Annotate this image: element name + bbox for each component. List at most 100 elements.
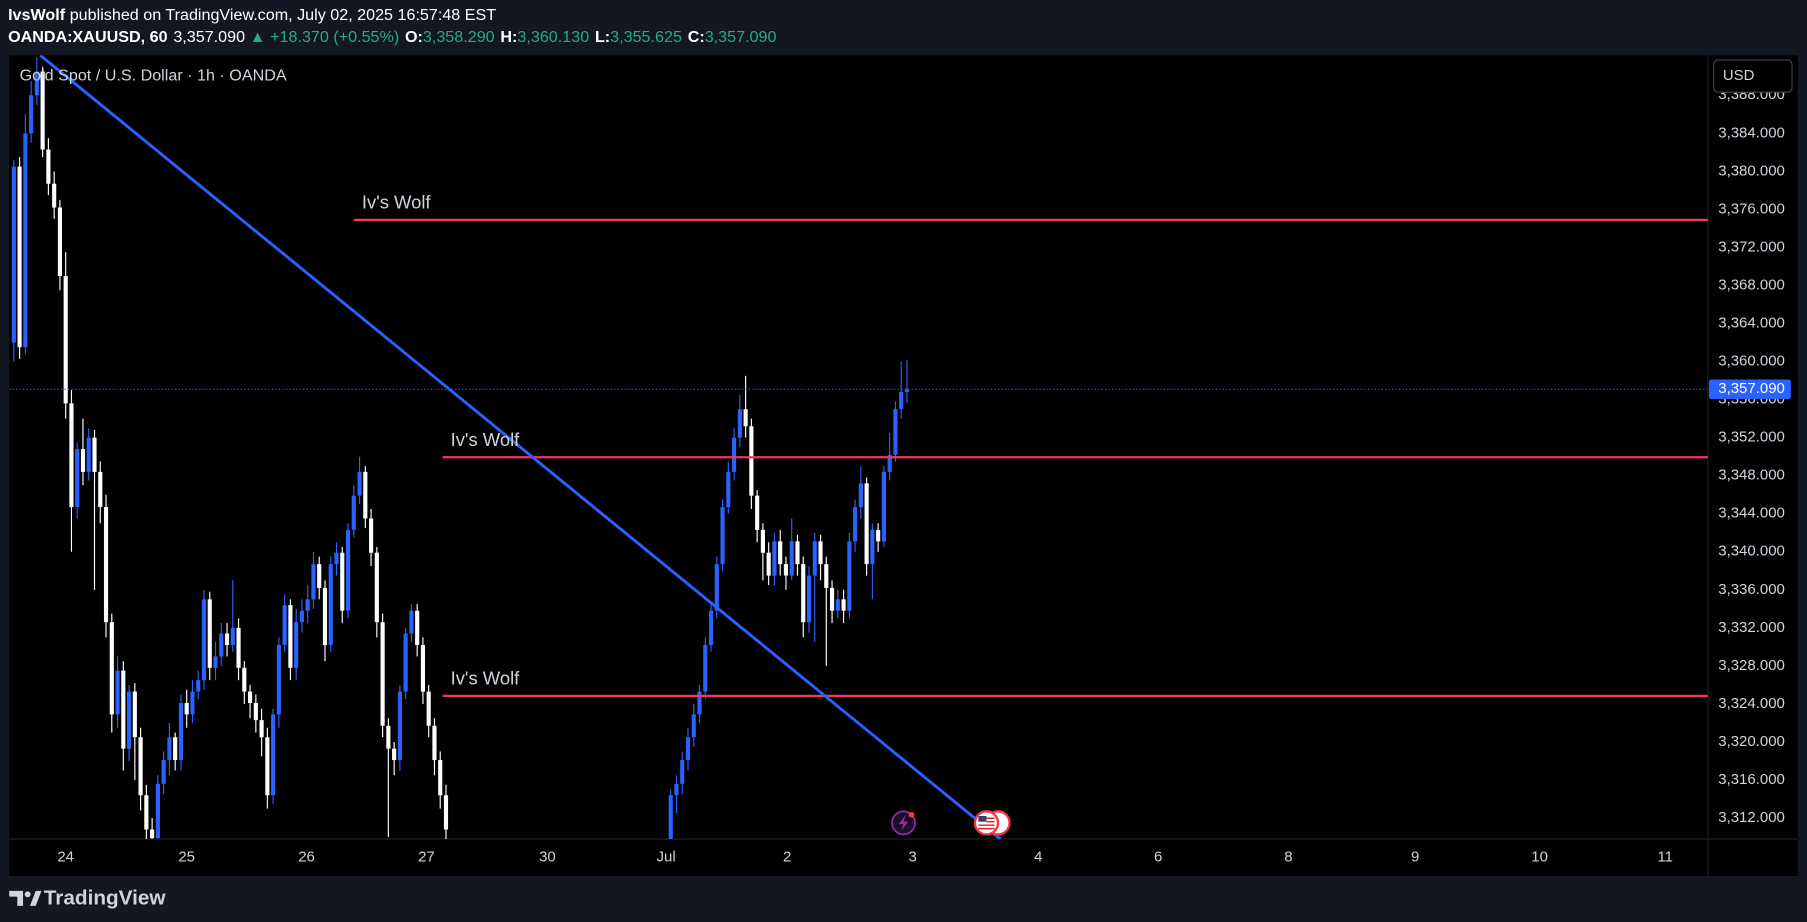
candle-body [755,495,760,530]
candle-body [443,795,449,830]
published-info: published on TradingView.com, July 02, 2… [70,6,497,24]
candle-body [253,702,258,721]
plot-area [9,55,1708,839]
y-tick-label: 3,348.000 [1718,467,1785,484]
candle-body [432,725,437,761]
candle-body [340,552,345,611]
candle-body [374,552,379,623]
candle-body [46,149,51,184]
currency-label[interactable]: USD [1723,67,1755,84]
candle-body [294,622,299,668]
candle-body [899,392,904,410]
ohlc-value: 3,360.130 [517,28,589,46]
y-tick-label: 3,364.000 [1718,314,1785,331]
candle-body [150,829,155,839]
candle-body [409,610,414,634]
candle-body [426,691,431,726]
candle-body [196,680,201,692]
candle-body [242,667,247,692]
y-tick-label: 3,360.000 [1718,353,1785,370]
candle-body [881,471,886,542]
candle-body [184,702,189,715]
candle-body [858,483,863,508]
trend-line [39,55,1002,839]
change: ▲ +18.370 (+0.55%) [250,28,400,46]
ohlc-label: C: [688,28,705,46]
y-tick-label: 3,316.000 [1718,771,1785,788]
candle-body [259,720,264,738]
candle-body [155,783,160,839]
candle-body [173,737,178,761]
last-price-box [1709,379,1791,400]
candle-body [708,610,714,645]
x-tick-label: 26 [298,848,315,865]
chart-panel [9,55,1798,876]
candle-body [904,389,910,393]
currency-button[interactable] [1713,59,1793,93]
candle-body [299,610,305,623]
candle-body [743,409,748,427]
candle-body [685,737,691,761]
candle-body [29,95,34,134]
candle-body [34,71,39,96]
symbol: OANDA:XAUUSD, 60 [8,28,168,46]
candle-body [121,670,126,749]
x-tick-label: 10 [1531,848,1548,865]
candle-body [760,529,765,553]
candle-body [363,471,368,519]
candle-body [357,471,362,496]
candle-body [887,454,892,472]
candle-body [789,541,794,576]
ohlc-value: 3,357.090 [705,28,777,46]
level-label: Iv's Wolf [451,668,521,689]
candle-body [276,644,281,715]
candle-body [236,627,241,668]
candle-body [783,564,789,576]
candle-body [795,541,800,565]
y-tick-label: 3,320.000 [1718,733,1785,750]
candle-body [403,633,408,692]
y-tick-label: 3,332.000 [1718,619,1785,636]
candle-body [161,760,166,784]
candle-body [824,564,829,588]
candle-body [224,633,230,645]
candle-body [288,605,293,668]
candle-body [115,670,120,715]
event-bolt [898,814,909,831]
y-tick-label: 3,328.000 [1718,657,1785,674]
y-tick-label: 3,340.000 [1718,543,1785,560]
y-tick-label: 3,312.000 [1718,809,1785,826]
candle-body [144,795,149,830]
x-tick-label: 8 [1284,848,1292,865]
candle-body [697,691,702,715]
candle-body [691,714,696,738]
x-tick-label: 11 [1657,848,1673,865]
candle-body [369,518,374,553]
candle-body [138,737,143,796]
candle-body [772,541,777,576]
candle-body [126,691,132,749]
x-tick-label: 6 [1154,848,1162,865]
brand-name: TradingView [44,886,167,909]
event-icons [891,810,1011,836]
candle-body [674,783,679,796]
candle-body [334,552,339,565]
candle-body [207,599,212,668]
candle-body [40,71,45,150]
flag-icon[interactable] [973,810,1000,836]
logo-dot [24,891,31,898]
y-tick-label: 3,384.000 [1718,124,1785,141]
candle-body [351,495,356,530]
x-tick-label: 24 [57,848,74,865]
candle-body [415,610,420,645]
candle-body [103,507,109,623]
flag-stripes [978,817,995,830]
publisher: IvsWolf [8,6,66,24]
x-tick-label: 30 [539,848,556,865]
quote-line: OANDA:XAUUSD, 60 3,357.090 ▲ +18.370 (+0.5… [8,28,776,46]
level-label: Iv's Wolf [451,429,521,450]
x-tick-label: 27 [418,848,435,865]
candle-body [737,409,742,438]
